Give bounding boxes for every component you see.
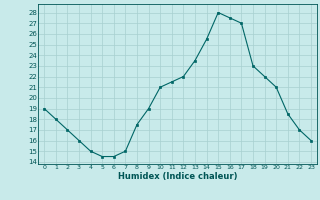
X-axis label: Humidex (Indice chaleur): Humidex (Indice chaleur) (118, 172, 237, 181)
